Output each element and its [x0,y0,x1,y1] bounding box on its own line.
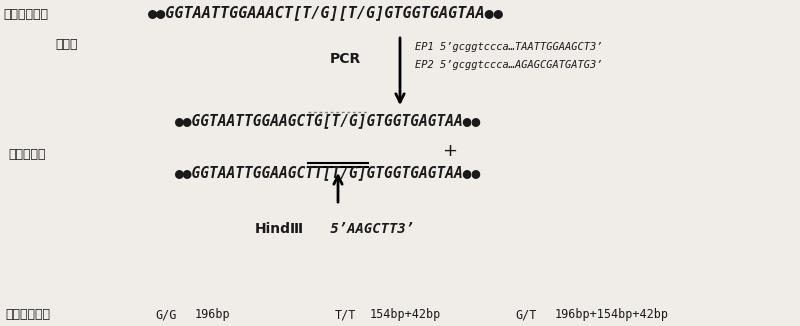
Text: 酶切后片段：: 酶切后片段： [5,308,50,321]
Text: PCR: PCR [330,52,362,66]
Text: 196bp+154bp+42bp: 196bp+154bp+42bp [555,308,669,321]
Text: +: + [442,142,458,160]
Text: 196bp: 196bp [195,308,230,321]
Text: EP2 5’gcggtccca…AGAGCGATGATG3’: EP2 5’gcggtccca…AGAGCGATGATG3’ [415,60,602,70]
Text: EP1 5’gcggtccca…TAATTGGAAGCT3’: EP1 5’gcggtccca…TAATTGGAAGCT3’ [415,42,602,52]
Text: ●●GGTAATTGGAAGCTT[T/G]GTGGTGAGTAA●●: ●●GGTAATTGGAAGCTT[T/G]GTGGTGAGTAA●● [175,165,482,180]
Text: T/T: T/T [335,308,356,321]
Text: 基因组序列：: 基因组序列： [3,8,48,21]
Text: 154bp+42bp: 154bp+42bp [370,308,442,321]
Text: ●●GGTAATTGGAAACT[T/G][T/G]GTGGTGAGTAA●●: ●●GGTAATTGGAAACT[T/G][T/G]GTGGTGAGTAA●● [148,5,504,20]
Text: G/G: G/G [155,308,176,321]
Text: G/T: G/T [515,308,536,321]
Text: HindⅢ: HindⅢ [255,222,304,236]
Text: 扩場产物：: 扩場产物： [8,148,46,161]
Text: 5’AAGCTT3’: 5’AAGCTT3’ [322,222,414,236]
Text: 引物：: 引物： [55,38,78,51]
Text: ●●GGTAATTGGAAGCTG[T/G]GTGGTGAGTAA●●: ●●GGTAATTGGAAGCTG[T/G]GTGGTGAGTAA●● [175,113,482,128]
